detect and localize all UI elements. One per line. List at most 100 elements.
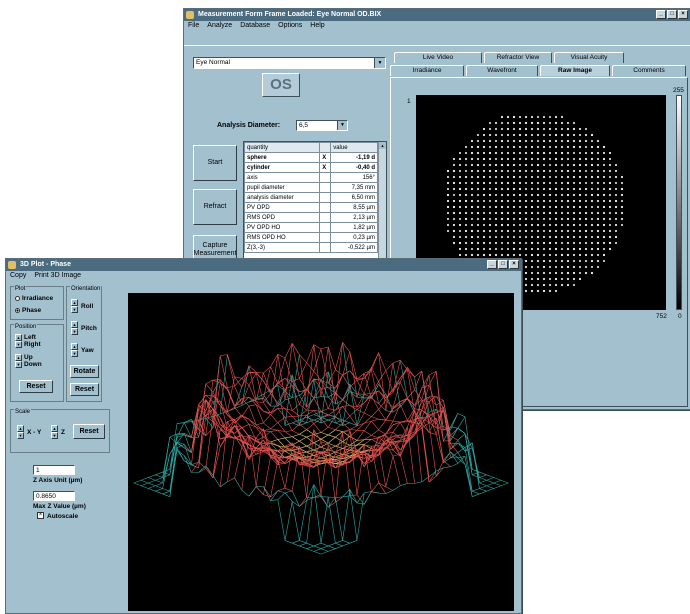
spot bbox=[537, 122, 539, 124]
menu-database[interactable]: Database bbox=[240, 21, 270, 31]
arrow-down-icon[interactable]: ▼ bbox=[15, 361, 22, 368]
spot bbox=[531, 242, 533, 244]
table-row[interactable]: cylinderX-0,40 d bbox=[245, 163, 378, 173]
start-button[interactable]: Start bbox=[193, 145, 237, 181]
spot bbox=[549, 188, 551, 190]
chevron-down-icon[interactable]: ▼ bbox=[374, 58, 385, 68]
orientation-reset-button[interactable]: Reset bbox=[70, 383, 99, 396]
radio-dot[interactable] bbox=[15, 296, 20, 301]
mesh-line bbox=[256, 423, 263, 425]
table-row[interactable]: pupil diameter7,35 mm bbox=[245, 183, 378, 193]
spot bbox=[453, 170, 455, 172]
scale-reset-button[interactable]: Reset bbox=[73, 424, 105, 439]
mesh-line bbox=[429, 476, 436, 482]
radio-phase[interactable]: Phase bbox=[15, 307, 41, 314]
table-row[interactable]: RMS OPD HO0,23 µm bbox=[245, 233, 378, 243]
table-row[interactable]: analysis diameter6,50 mm bbox=[245, 193, 378, 203]
refract-button[interactable]: Refract bbox=[193, 189, 237, 225]
arrow-down-icon[interactable]: ▼ bbox=[71, 306, 78, 313]
analysis-diameter-select[interactable]: 6,5 ▼ bbox=[296, 120, 348, 131]
spot bbox=[573, 278, 575, 280]
arrow-up-icon[interactable]: ▲ bbox=[17, 425, 24, 432]
mesh-line bbox=[206, 466, 213, 476]
position-reset-button[interactable]: Reset bbox=[19, 380, 53, 393]
mesh-line bbox=[242, 424, 249, 427]
left-right-spinner[interactable]: ▲▼ bbox=[15, 334, 22, 348]
spot bbox=[459, 176, 461, 178]
table-row[interactable]: axis156° bbox=[245, 173, 378, 183]
arrow-up-icon[interactable]: ▲ bbox=[71, 343, 78, 350]
mesh-line bbox=[494, 478, 501, 481]
table-row[interactable]: sphereX-1,19 d bbox=[245, 153, 378, 163]
spot bbox=[567, 128, 569, 130]
spot bbox=[543, 242, 545, 244]
table-row[interactable]: Z(3,-3)-0,522 µm bbox=[245, 243, 378, 253]
eye-select[interactable]: Eye Normal ▼ bbox=[193, 57, 386, 69]
spot bbox=[591, 272, 593, 274]
arrow-up-icon[interactable]: ▲ bbox=[51, 425, 58, 432]
z-scale-spinner[interactable]: ▲▼ bbox=[51, 425, 58, 439]
menu-options[interactable]: Options bbox=[278, 21, 302, 31]
close-button[interactable]: × bbox=[678, 10, 688, 19]
table-row[interactable]: PV OPD HO1,82 µm bbox=[245, 223, 378, 233]
menu-copy[interactable]: Copy bbox=[10, 271, 26, 281]
mesh-line bbox=[321, 435, 328, 439]
arrow-up-icon[interactable]: ▲ bbox=[71, 321, 78, 328]
tab-refractor-view[interactable]: Refractor View bbox=[484, 52, 552, 63]
mesh-line bbox=[307, 424, 314, 430]
plot-canvas[interactable] bbox=[128, 293, 514, 611]
menu-file[interactable]: File bbox=[188, 21, 199, 31]
tab-wavefront[interactable]: Wavefront bbox=[466, 65, 538, 76]
radio-dot-selected[interactable] bbox=[15, 308, 20, 313]
max-z-value-input[interactable]: 0.8650 bbox=[33, 491, 75, 501]
tab-irradiance[interactable]: Irradiance bbox=[390, 65, 464, 76]
mesh-line bbox=[472, 488, 479, 491]
scroll-up-icon[interactable]: ▲ bbox=[379, 142, 386, 149]
arrow-up-icon[interactable]: ▲ bbox=[15, 334, 22, 341]
minimize-button[interactable]: _ bbox=[487, 260, 497, 269]
arrow-down-icon[interactable]: ▼ bbox=[51, 432, 58, 439]
menu-print-3d-image[interactable]: Print 3D Image bbox=[34, 271, 81, 281]
xy-scale-spinner[interactable]: ▲▼ bbox=[17, 425, 24, 439]
max-z-value-label: Max Z Value (µm) bbox=[33, 503, 86, 510]
arrow-down-icon[interactable]: ▼ bbox=[71, 350, 78, 357]
spot bbox=[579, 272, 581, 274]
spot bbox=[555, 278, 557, 280]
chevron-down-icon[interactable]: ▼ bbox=[337, 121, 347, 130]
tab-raw-image[interactable]: Raw Image bbox=[540, 65, 610, 76]
yaw-spinner[interactable]: ▲▼ bbox=[71, 343, 78, 357]
spot bbox=[621, 206, 623, 208]
rotate-button[interactable]: Rotate bbox=[70, 365, 99, 378]
spot bbox=[519, 158, 521, 160]
tab-live-video[interactable]: Live Video bbox=[394, 52, 482, 63]
xy-scale-label: X - Y bbox=[27, 429, 41, 436]
tab-visual-acuity[interactable]: Visual Acuity bbox=[554, 52, 624, 63]
arrow-down-icon[interactable]: ▼ bbox=[15, 341, 22, 348]
minimize-button[interactable]: _ bbox=[656, 10, 666, 19]
radio-irradiance[interactable]: Irradiance bbox=[15, 295, 53, 302]
plot-titlebar[interactable]: 3D Plot - Phase _ □ × bbox=[6, 259, 521, 271]
spot bbox=[537, 152, 539, 154]
arrow-down-icon[interactable]: ▼ bbox=[71, 328, 78, 335]
close-button[interactable]: × bbox=[509, 260, 519, 269]
arrow-up-icon[interactable]: ▲ bbox=[15, 354, 22, 361]
arrow-up-icon[interactable]: ▲ bbox=[71, 299, 78, 306]
menu-analyze[interactable]: Analyze bbox=[207, 21, 232, 31]
table-row[interactable]: RMS OPD2,13 µm bbox=[245, 213, 378, 223]
tab-comments[interactable]: Comments bbox=[612, 65, 686, 76]
app-icon bbox=[8, 261, 16, 269]
arrow-down-icon[interactable]: ▼ bbox=[17, 432, 24, 439]
pitch-spinner[interactable]: ▲▼ bbox=[71, 321, 78, 335]
spot bbox=[531, 278, 533, 280]
measurement-titlebar[interactable]: Measurement Form Frame Loaded: Eye Norma… bbox=[184, 9, 690, 21]
menu-help[interactable]: Help bbox=[310, 21, 324, 31]
autoscale-checkbox[interactable]: × bbox=[37, 512, 44, 519]
maximize-button[interactable]: □ bbox=[498, 260, 508, 269]
table-scrollbar[interactable]: ▲ bbox=[378, 142, 386, 258]
maximize-button[interactable]: □ bbox=[667, 10, 677, 19]
z-axis-unit-input[interactable]: 1 bbox=[33, 465, 75, 475]
up-down-spinner[interactable]: ▲▼ bbox=[15, 354, 22, 368]
spot bbox=[609, 188, 611, 190]
roll-spinner[interactable]: ▲▼ bbox=[71, 299, 78, 313]
table-row[interactable]: PV OPD8,55 µm bbox=[245, 203, 378, 213]
